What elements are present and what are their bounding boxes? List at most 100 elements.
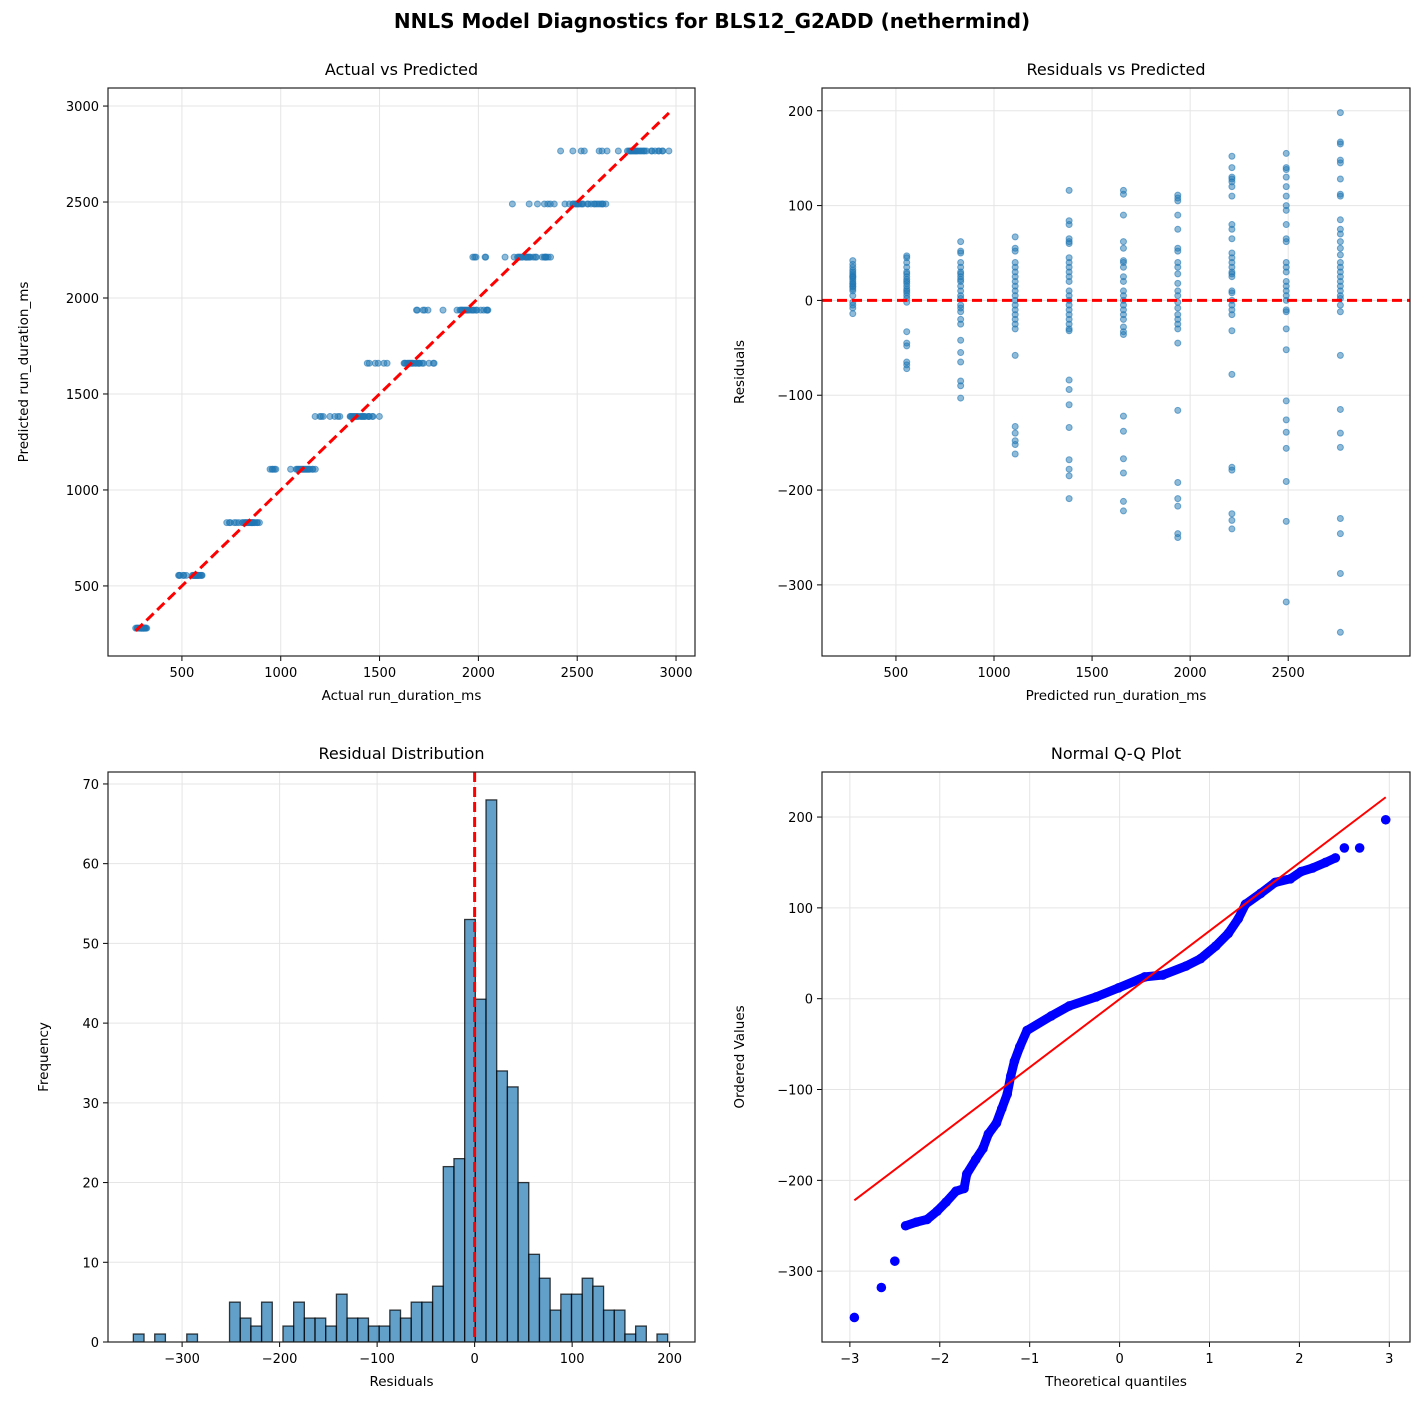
x-tick-label: 1000 bbox=[264, 666, 297, 681]
data-point bbox=[1228, 164, 1236, 172]
histogram-bar bbox=[613, 1309, 626, 1342]
data-point bbox=[1065, 423, 1073, 431]
subplot-residual-distribution: −300 −200 −100 0 100 200 0 10 20 30 40 50 60 70 Residu… bbox=[36, 744, 696, 1390]
histogram-bar bbox=[560, 1293, 573, 1342]
data-point bbox=[569, 147, 577, 155]
y-tick-label: 0 bbox=[805, 993, 813, 1008]
subplot-title: Normal Q-Q Plot bbox=[1051, 744, 1181, 763]
data-point bbox=[1174, 197, 1182, 205]
y-tick-label: 200 bbox=[788, 105, 813, 120]
x-tick-label: −3 bbox=[840, 1352, 859, 1367]
histogram-bar bbox=[602, 1309, 615, 1342]
data-point bbox=[1119, 469, 1127, 477]
data-point bbox=[1119, 455, 1127, 463]
subplot-residuals-vs-predicted: 500 1000 1500 2000 2500 −300 −200 −100 0 100 200 Re… bbox=[732, 60, 1411, 704]
x-tick-label: 200 bbox=[657, 1352, 682, 1367]
histogram-bar bbox=[132, 1333, 145, 1342]
histogram-bar bbox=[485, 799, 498, 1342]
data-point bbox=[1228, 311, 1236, 319]
data-point bbox=[1011, 351, 1019, 359]
x-tick-label: 500 bbox=[170, 666, 195, 681]
qq-point bbox=[991, 1118, 1002, 1128]
data-point bbox=[1174, 339, 1182, 347]
histogram-bar bbox=[656, 1333, 669, 1342]
reference-line-identity bbox=[134, 111, 670, 632]
grid bbox=[822, 88, 1410, 656]
qq-point bbox=[1195, 953, 1206, 964]
data-point bbox=[1282, 517, 1290, 525]
plot-area bbox=[132, 111, 673, 632]
histogram-bar bbox=[389, 1309, 402, 1342]
histogram-bar bbox=[442, 1165, 455, 1342]
data-point bbox=[957, 336, 965, 344]
y-tick-label: 2500 bbox=[66, 196, 99, 211]
data-point bbox=[1336, 216, 1344, 224]
grid bbox=[108, 88, 695, 656]
data-point bbox=[1174, 263, 1182, 271]
data-point bbox=[1174, 247, 1182, 255]
x-tick-label: 0 bbox=[1115, 1352, 1123, 1367]
qq-point bbox=[1113, 982, 1124, 993]
x-tick-label: 2 bbox=[1295, 1352, 1303, 1367]
subplot-normal-qq: −3 −2 −1 0 1 2 3 −300 −200 −100 0 100 200 Normal Q-Q … bbox=[732, 744, 1411, 1390]
histogram-bar bbox=[325, 1325, 338, 1342]
data-point bbox=[1336, 301, 1344, 309]
data-point bbox=[371, 359, 379, 367]
data-point bbox=[1282, 183, 1290, 191]
data-point bbox=[1282, 416, 1290, 424]
data-point bbox=[1336, 443, 1344, 451]
y-tick-label: 1500 bbox=[66, 388, 99, 403]
data-point bbox=[1336, 628, 1344, 636]
data-point bbox=[1011, 325, 1019, 333]
data-point bbox=[1336, 515, 1344, 523]
qq-point bbox=[978, 1143, 988, 1154]
data-point bbox=[223, 519, 231, 527]
data-point bbox=[1282, 397, 1290, 405]
y-tick-label: −300 bbox=[777, 579, 813, 594]
data-point bbox=[175, 571, 183, 579]
qq-point bbox=[959, 1183, 969, 1194]
data-point bbox=[1119, 263, 1127, 271]
data-point bbox=[1119, 412, 1127, 420]
data-point bbox=[1336, 429, 1344, 437]
y-axis-label: Residuals bbox=[732, 340, 748, 404]
data-point bbox=[1336, 308, 1344, 316]
data-point bbox=[380, 359, 388, 367]
data-point bbox=[453, 306, 461, 314]
y-axis-label: Predicted run_duration_ms bbox=[16, 282, 32, 463]
data-point bbox=[1282, 173, 1290, 181]
qq-point bbox=[1308, 863, 1318, 873]
x-axis-label: Predicted run_duration_ms bbox=[1026, 688, 1207, 704]
data-point bbox=[1336, 405, 1344, 413]
data-point bbox=[1011, 247, 1019, 255]
data-point bbox=[561, 200, 569, 208]
y-tick-label: −300 bbox=[777, 1265, 813, 1280]
histogram-bar bbox=[399, 1317, 412, 1342]
qq-point bbox=[1181, 961, 1191, 971]
subplot-title: Residuals vs Predicted bbox=[1027, 60, 1206, 79]
data-point bbox=[1174, 270, 1182, 278]
qq-point bbox=[922, 1214, 932, 1225]
qq-point bbox=[849, 1312, 860, 1323]
x-tick-label: 3 bbox=[1385, 1352, 1393, 1367]
data-point bbox=[1174, 533, 1182, 541]
histogram-bar bbox=[250, 1325, 263, 1342]
qq-point bbox=[941, 1197, 951, 1207]
data-point bbox=[1119, 315, 1127, 323]
qq-point bbox=[1157, 970, 1168, 980]
qq-point bbox=[1002, 1089, 1013, 1099]
axes-border bbox=[107, 771, 696, 1343]
data-point bbox=[1174, 495, 1182, 503]
x-tick-label: 2500 bbox=[1272, 666, 1305, 681]
qq-point bbox=[1046, 1011, 1057, 1021]
histogram-bar bbox=[634, 1325, 647, 1342]
data-point bbox=[1011, 441, 1019, 449]
x-tick-label: 100 bbox=[560, 1352, 585, 1367]
qq-point bbox=[1296, 866, 1307, 877]
histogram-bar bbox=[314, 1317, 327, 1342]
data-point bbox=[595, 147, 603, 155]
data-point bbox=[1065, 327, 1073, 335]
data-point bbox=[1228, 466, 1236, 474]
y-tick-label: −200 bbox=[777, 484, 813, 499]
y-tick-label: 100 bbox=[788, 200, 813, 215]
